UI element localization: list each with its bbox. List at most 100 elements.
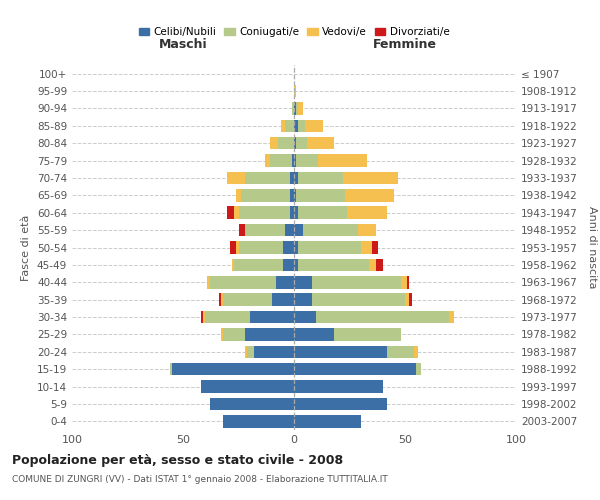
Bar xyxy=(294,241,298,254)
Bar xyxy=(276,276,294,288)
Bar xyxy=(294,120,298,132)
Bar xyxy=(209,398,294,410)
Bar xyxy=(294,294,312,306)
Bar xyxy=(296,154,319,167)
Bar xyxy=(238,241,283,254)
Bar xyxy=(296,189,345,202)
Bar xyxy=(345,189,394,202)
Bar xyxy=(296,102,298,115)
Bar xyxy=(370,258,376,271)
Bar xyxy=(409,294,412,306)
Bar xyxy=(250,311,294,324)
Bar xyxy=(316,311,449,324)
Bar xyxy=(296,137,307,149)
Bar xyxy=(358,224,376,236)
Bar xyxy=(269,137,278,149)
Bar xyxy=(449,311,454,324)
Bar xyxy=(376,258,383,271)
Bar xyxy=(294,276,312,288)
Bar xyxy=(205,311,250,324)
Bar xyxy=(208,276,209,288)
Bar xyxy=(227,172,245,184)
Bar xyxy=(290,189,294,202)
Bar xyxy=(303,224,358,236)
Text: Popolazione per età, sesso e stato civile - 2008: Popolazione per età, sesso e stato civil… xyxy=(12,454,343,467)
Y-axis label: Fasce di età: Fasce di età xyxy=(22,214,31,280)
Bar xyxy=(294,189,296,202)
Bar xyxy=(405,294,409,306)
Bar xyxy=(292,154,294,167)
Bar xyxy=(285,120,294,132)
Bar xyxy=(223,328,245,340)
Bar xyxy=(221,328,223,340)
Bar xyxy=(347,206,387,219)
Text: Femmine: Femmine xyxy=(373,38,437,51)
Bar xyxy=(239,224,245,236)
Bar xyxy=(298,120,305,132)
Bar xyxy=(416,363,421,376)
Bar xyxy=(234,258,283,271)
Bar xyxy=(245,346,247,358)
Bar xyxy=(230,241,236,254)
Bar xyxy=(290,172,294,184)
Bar xyxy=(298,102,303,115)
Bar xyxy=(170,363,172,376)
Bar xyxy=(294,398,387,410)
Bar xyxy=(247,346,254,358)
Bar xyxy=(265,154,269,167)
Y-axis label: Anni di nascita: Anni di nascita xyxy=(587,206,597,289)
Bar xyxy=(245,172,290,184)
Bar xyxy=(294,311,316,324)
Bar xyxy=(203,311,205,324)
Bar xyxy=(283,258,294,271)
Bar xyxy=(361,241,372,254)
Bar xyxy=(172,363,294,376)
Bar xyxy=(294,206,298,219)
Bar xyxy=(209,276,276,288)
Bar xyxy=(294,102,296,115)
Bar xyxy=(294,224,303,236)
Bar xyxy=(269,154,292,167)
Bar xyxy=(218,294,221,306)
Bar xyxy=(298,241,361,254)
Bar xyxy=(292,102,294,115)
Bar xyxy=(283,241,294,254)
Bar xyxy=(239,206,290,219)
Bar xyxy=(334,328,401,340)
Bar xyxy=(221,294,223,306)
Bar xyxy=(290,206,294,219)
Bar xyxy=(232,258,234,271)
Bar xyxy=(223,415,294,428)
Bar xyxy=(285,224,294,236)
Bar xyxy=(272,294,294,306)
Bar xyxy=(343,172,398,184)
Bar xyxy=(414,346,418,358)
Bar xyxy=(294,154,296,167)
Bar xyxy=(294,258,298,271)
Bar xyxy=(319,154,367,167)
Bar xyxy=(294,380,383,393)
Text: COMUNE DI ZUNGRI (VV) - Dati ISTAT 1° gennaio 2008 - Elaborazione TUTTITALIA.IT: COMUNE DI ZUNGRI (VV) - Dati ISTAT 1° ge… xyxy=(12,476,388,484)
Bar xyxy=(298,172,343,184)
Bar xyxy=(241,189,290,202)
Bar xyxy=(245,328,294,340)
Bar xyxy=(372,241,379,254)
Bar xyxy=(305,120,323,132)
Bar xyxy=(201,380,294,393)
Bar xyxy=(294,328,334,340)
Bar xyxy=(298,206,347,219)
Bar xyxy=(294,415,361,428)
Bar xyxy=(294,363,416,376)
Bar xyxy=(227,206,234,219)
Bar xyxy=(278,137,294,149)
Bar xyxy=(401,276,407,288)
Bar xyxy=(298,258,370,271)
Bar xyxy=(312,276,401,288)
Bar xyxy=(307,137,334,149)
Bar xyxy=(201,311,203,324)
Bar xyxy=(294,85,296,98)
Bar xyxy=(245,224,285,236)
Legend: Celibi/Nubili, Coniugati/e, Vedovi/e, Divorziati/e: Celibi/Nubili, Coniugati/e, Vedovi/e, Di… xyxy=(134,23,454,41)
Bar xyxy=(294,346,387,358)
Bar xyxy=(294,172,298,184)
